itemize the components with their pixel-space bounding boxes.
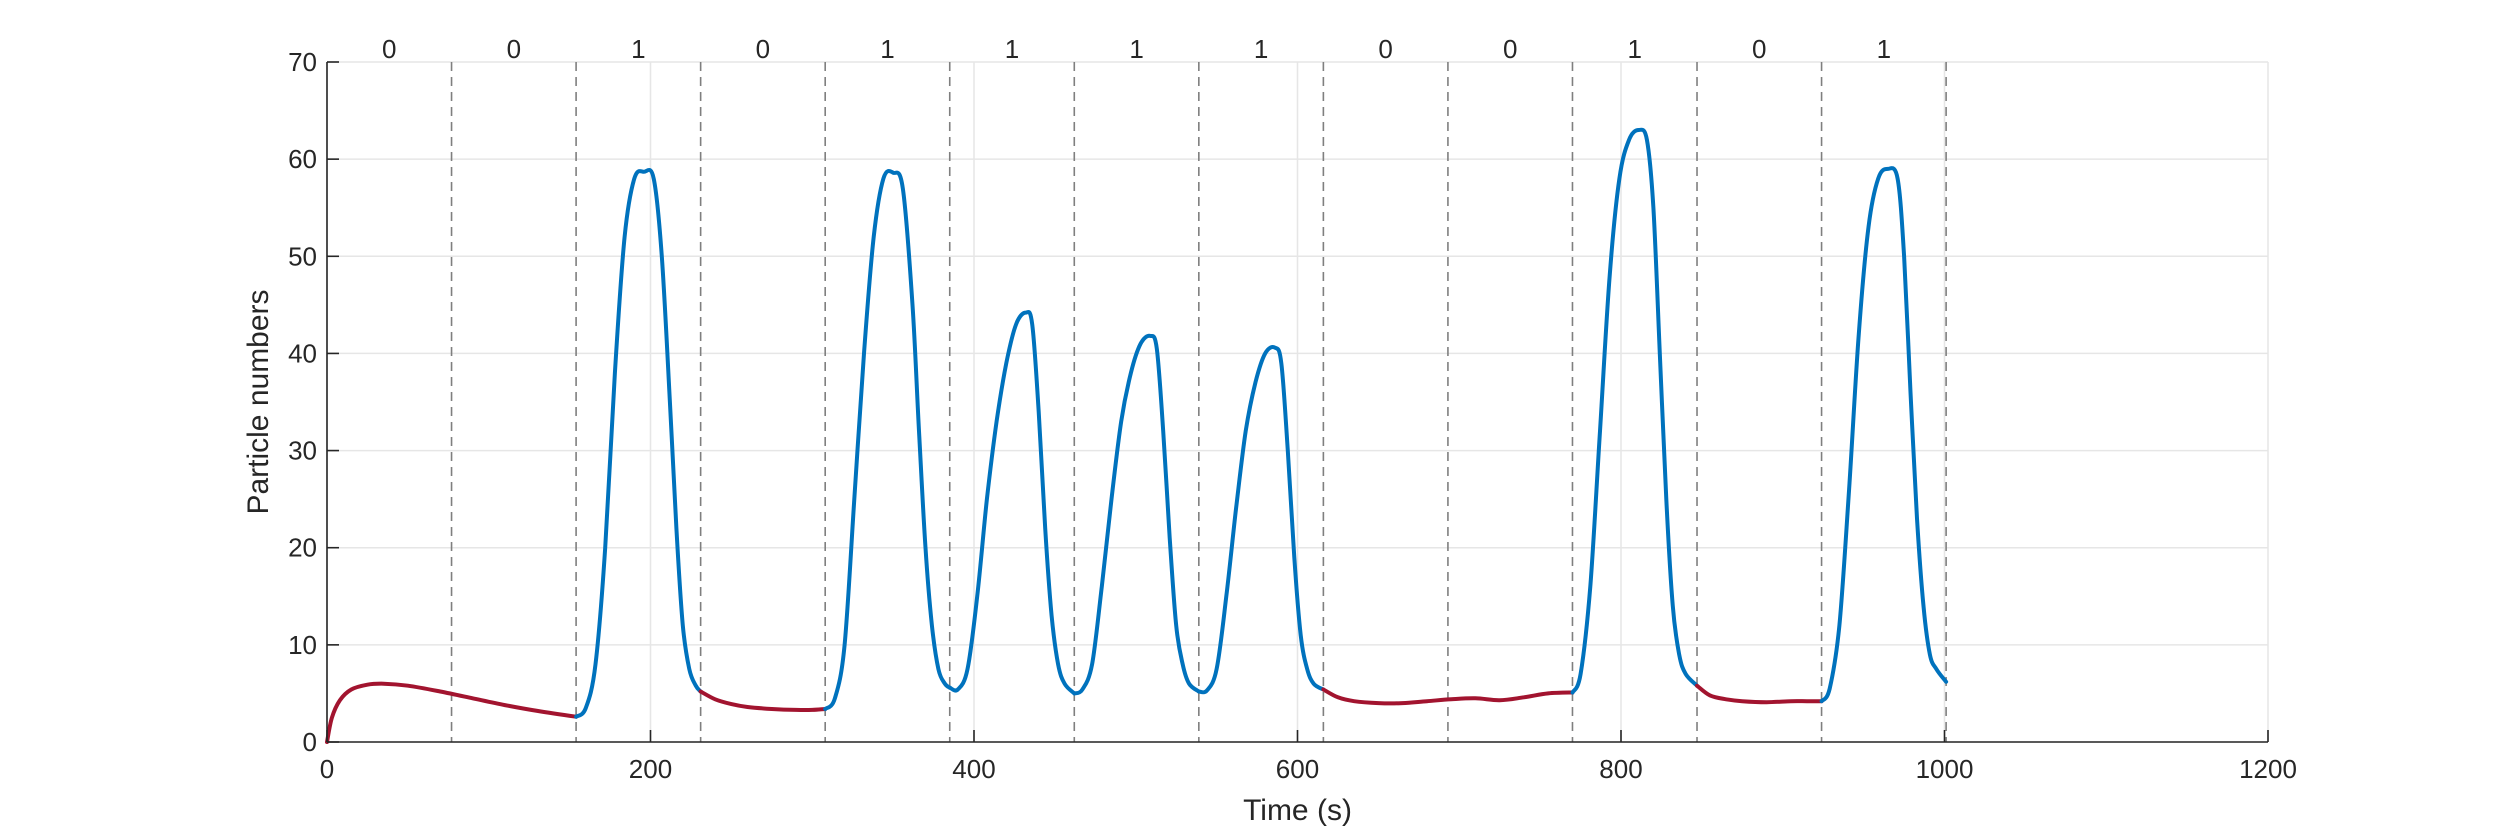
series-line (325, 681, 579, 744)
y-tick-label: 20 (288, 533, 317, 563)
interval-state-label: 0 (382, 34, 396, 64)
series-line (574, 167, 703, 719)
interval-state-label: 0 (1752, 34, 1766, 64)
x-tick-label: 1200 (2239, 754, 2297, 784)
interval-state-label: 0 (1378, 34, 1392, 64)
y-tick-label: 30 (288, 436, 317, 466)
y-tick-label: 70 (288, 47, 317, 77)
x-tick-label: 800 (1599, 754, 1642, 784)
y-tick-label: 60 (288, 144, 317, 174)
series-line (1321, 687, 1575, 706)
y-axis-title: Particle numbers (242, 289, 275, 514)
series-line (947, 309, 1077, 696)
interval-state-labels: 0 0 1 0 1 1 1 1 0 0 1 0 1 (382, 34, 1891, 64)
series-line (1695, 683, 1824, 705)
x-tick-label: 400 (952, 754, 995, 784)
interval-state-label: 1 (1254, 34, 1268, 64)
interval-state-label: 0 (1503, 34, 1517, 64)
x-tick-label: 200 (629, 754, 672, 784)
interval-dividers (450, 62, 1947, 742)
interval-state-label: 1 (1129, 34, 1143, 64)
interval-state-label: 1 (1877, 34, 1891, 64)
x-tick-label: 0 (320, 754, 334, 784)
series-line (1819, 166, 1949, 704)
series-line (1196, 345, 1326, 695)
x-tick-label: 1000 (1916, 754, 1974, 784)
interval-state-label: 0 (507, 34, 521, 64)
series-line (698, 689, 828, 713)
x-axis-title: Time (s) (1243, 794, 1352, 827)
interval-state-label: 1 (1628, 34, 1642, 64)
interval-state-label: 1 (631, 34, 645, 64)
axes (326, 61, 2269, 743)
y-tick-label: 10 (288, 630, 317, 660)
y-tick-label: 0 (303, 727, 317, 757)
grid (326, 61, 2269, 743)
interval-state-label: 1 (880, 34, 894, 64)
y-tick-label: 40 (288, 338, 317, 368)
x-tick-label: 600 (1276, 754, 1319, 784)
interval-state-label: 0 (756, 34, 770, 64)
tick-labels: 0 200 400 600 800 1000 1200 0 10 20 30 40 50 60 70 (288, 47, 2297, 784)
interval-state-label: 1 (1005, 34, 1019, 64)
series-line (823, 169, 952, 711)
y-tick-label: 50 (288, 241, 317, 271)
series-line (1570, 127, 1699, 695)
series-lines (325, 127, 1949, 744)
series-line (1072, 333, 1201, 696)
